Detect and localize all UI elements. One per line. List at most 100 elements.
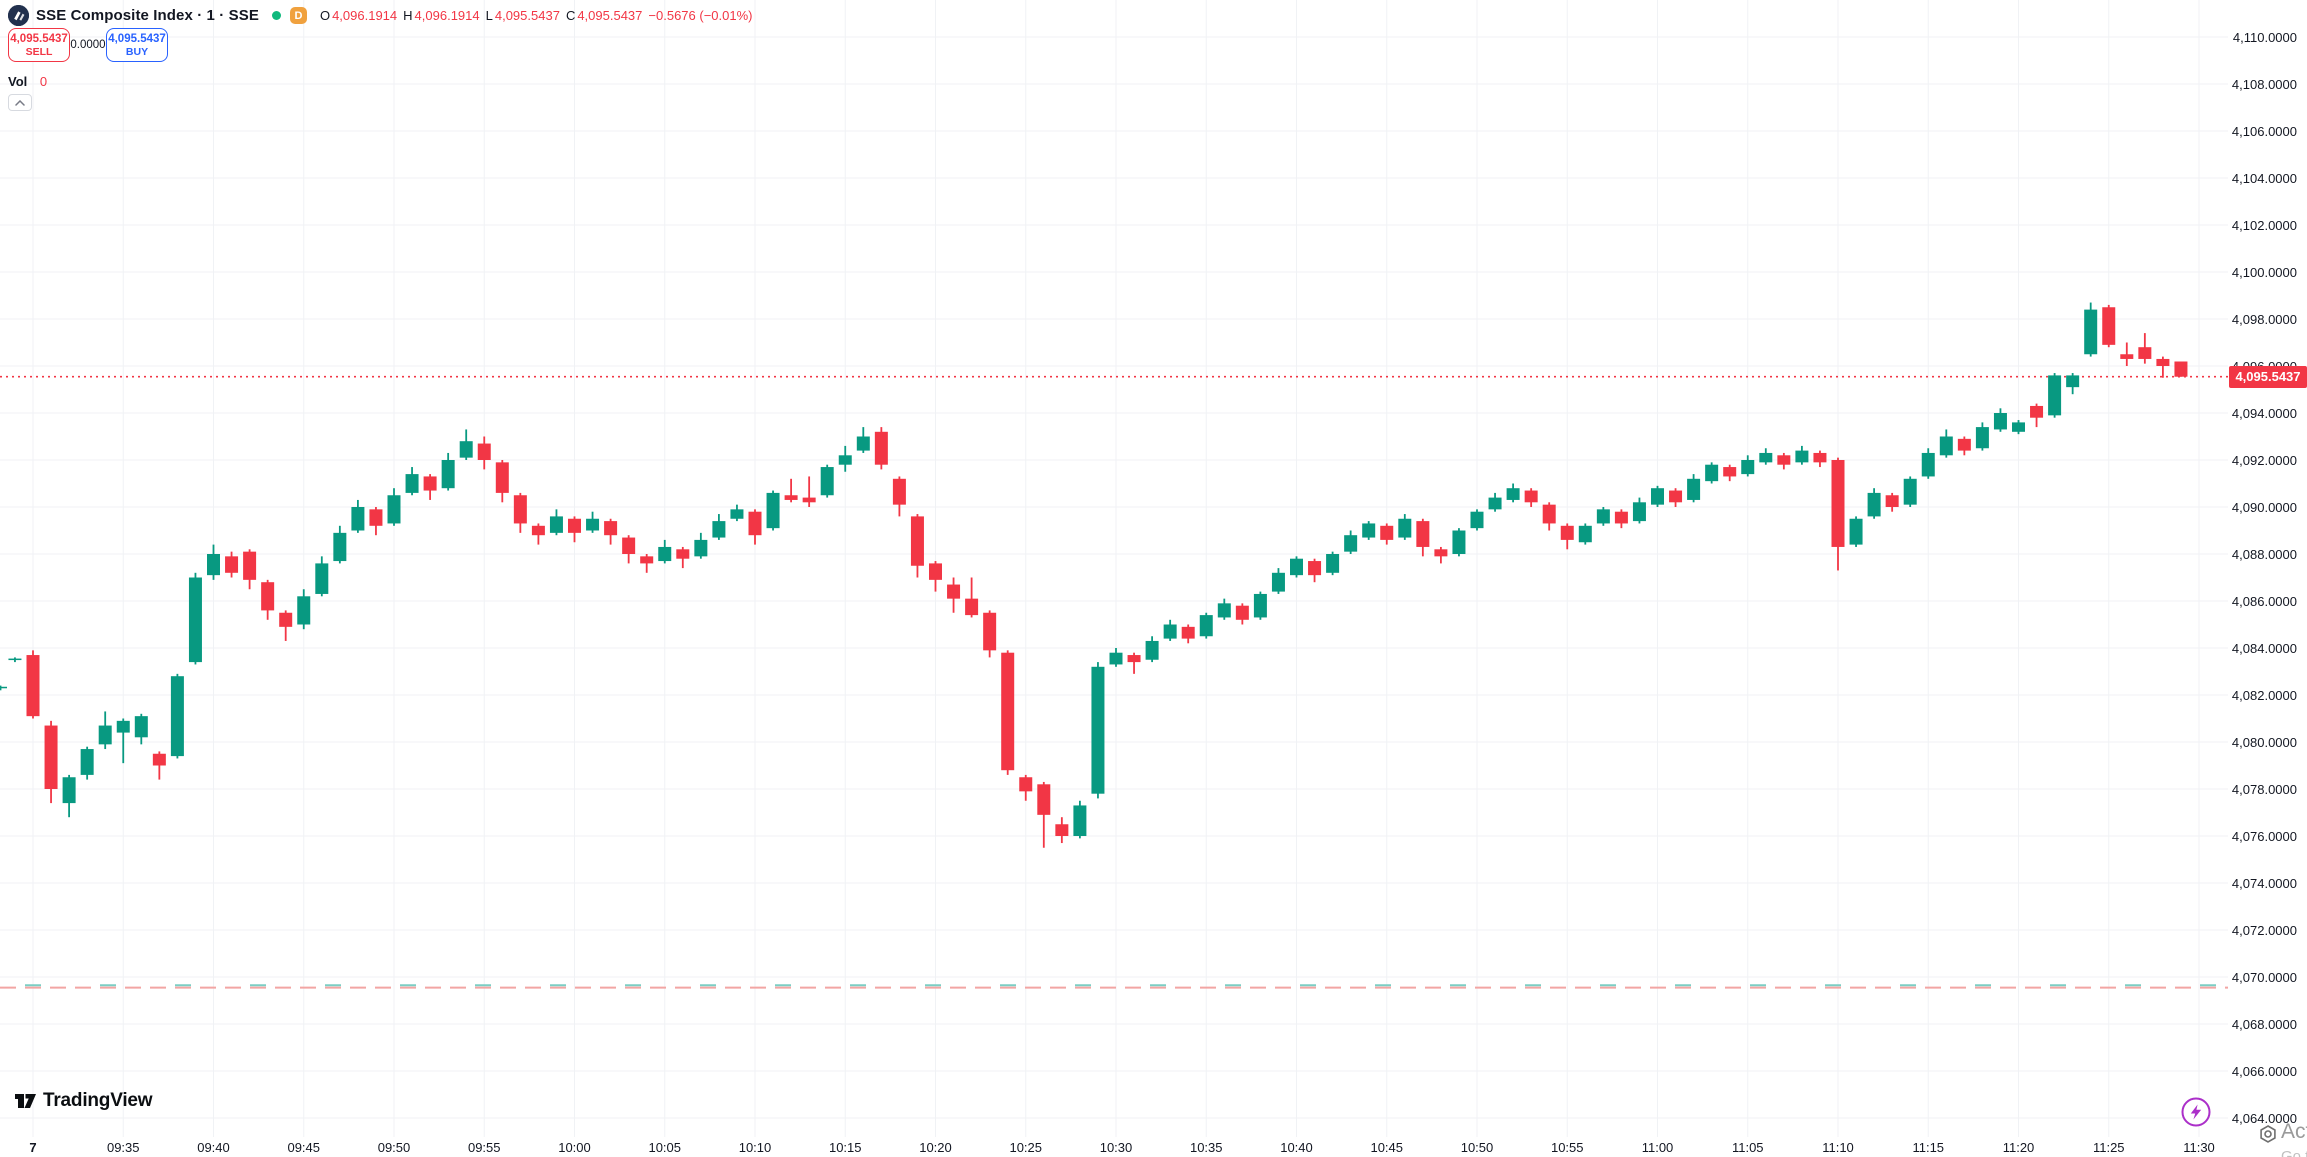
candle [2030,405,2044,418]
price-tick-label: 4,064.0000 [2231,1110,2297,1126]
candle [1416,521,1430,547]
candle [1849,518,1863,545]
time-tick-label: 10:05 [648,1140,682,1155]
time-tick-label: 10:00 [558,1140,591,1155]
candle [1037,784,1051,815]
candle [1235,605,1249,620]
price-tick-label: 4,110.0000 [2232,29,2297,45]
candle [1217,603,1231,618]
collapse-panel-button[interactable] [8,94,32,111]
candle [1524,490,1538,503]
candle-wick [2162,356,2164,378]
candle [62,777,76,804]
delayed-data-badge[interactable]: D [289,7,307,24]
candle [947,584,961,599]
candle [459,441,473,458]
candle [586,518,600,531]
sell-label: SELL [25,45,53,58]
sell-button[interactable]: 4,095.5437 SELL [8,28,70,62]
candle [1199,615,1213,637]
candle [1651,488,1664,505]
candle [2066,375,2080,388]
price-axis[interactable]: 4,110.0000 4,108.0000 4,106.0000 4,104.0000… [2228,0,2307,1137]
candle [188,577,202,663]
price-tick-label: 4,080.0000 [2231,734,2297,750]
candle [1163,624,1177,639]
price-tick-label: 4,092.0000 [2231,452,2297,468]
candle [297,596,311,625]
volume-value: 0 [39,74,48,89]
buy-price: 4,095.5437 [108,32,166,45]
time-tick-label: 11:05 [1731,1140,1764,1155]
candle [1596,509,1610,524]
candle [1687,478,1701,500]
low-value: 4,095.5437 [494,8,560,23]
time-tick-label: 09:40 [197,1140,230,1155]
candle-wick [122,718,125,764]
candle [2048,375,2062,416]
candle [405,474,419,493]
instant-trade-panel: 4,095.5437 SELL 0.0000 4,095.5437 BUY [8,28,168,62]
candle [170,676,184,757]
candle [1145,640,1159,660]
time-tick-label: 10:40 [1280,1140,1313,1155]
candle [477,443,491,460]
tradingview-logo[interactable]: TradingView [14,1090,153,1112]
candle [1109,652,1123,665]
candle [351,507,365,531]
activate-watermark-line2: Go to Se [2281,1148,2307,1157]
candle [676,549,690,559]
candle [1777,455,1791,465]
candle [1055,824,1069,836]
high-value: 4,096.1914 [414,8,480,23]
candle [369,509,383,526]
gridlines [0,0,2228,1137]
candle-wick [1133,652,1135,674]
time-tick-label: 10:30 [1099,1140,1133,1155]
time-tick-label: 09:50 [377,1140,411,1155]
price-tick-label: 4,086.0000 [2231,593,2297,609]
candle [98,725,112,745]
price-tick-label: 4,098.0000 [2231,311,2297,327]
buy-label: BUY [125,45,149,58]
price-tick-label: 4,078.0000 [2231,781,2297,797]
volume-label: Vol [8,74,28,89]
lightning-icon[interactable] [2180,1096,2212,1128]
time-tick-label: 10:55 [1550,1140,1584,1155]
candle [1831,460,1845,547]
price-tick-label: 4,094.0000 [2231,405,2297,421]
candle [1903,478,1917,505]
time-tick-label: 10:20 [919,1140,952,1155]
candle [2012,422,2025,432]
close-label: C [565,8,576,23]
candle [1181,626,1195,639]
time-tick-label: 11:25 [2092,1140,2125,1155]
time-tick-label: 10:25 [1009,1140,1043,1155]
candle [1019,777,1033,792]
candle [1253,593,1267,618]
candle [766,492,780,529]
candle [1380,525,1394,540]
candle [1759,452,1773,463]
candle [874,431,888,465]
candle [1434,549,1448,557]
candle [1001,652,1015,771]
market-status-icon[interactable] [271,11,281,20]
price-tick-label: 4,070.0000 [2231,969,2297,985]
candle [261,582,275,611]
candle [1542,504,1556,524]
symbol-title[interactable]: SSE Composite Index · 1 · SSE [36,7,259,24]
candle [622,537,636,554]
candle [513,495,527,524]
buy-button[interactable]: 4,095.5437 BUY [106,28,168,62]
time-axis[interactable]: 7 09:35 09:40 09:45 09:50 09:55 10:00 10:05 10:1… [0,1137,2307,1157]
candle [712,521,726,538]
candle [315,563,329,594]
candle [225,556,239,573]
tradingview-logo-text: TradingView [43,1090,153,1111]
candle [640,556,654,564]
price-tick-label: 4,088.0000 [2231,546,2297,562]
candle [243,551,257,580]
candle [152,753,166,766]
